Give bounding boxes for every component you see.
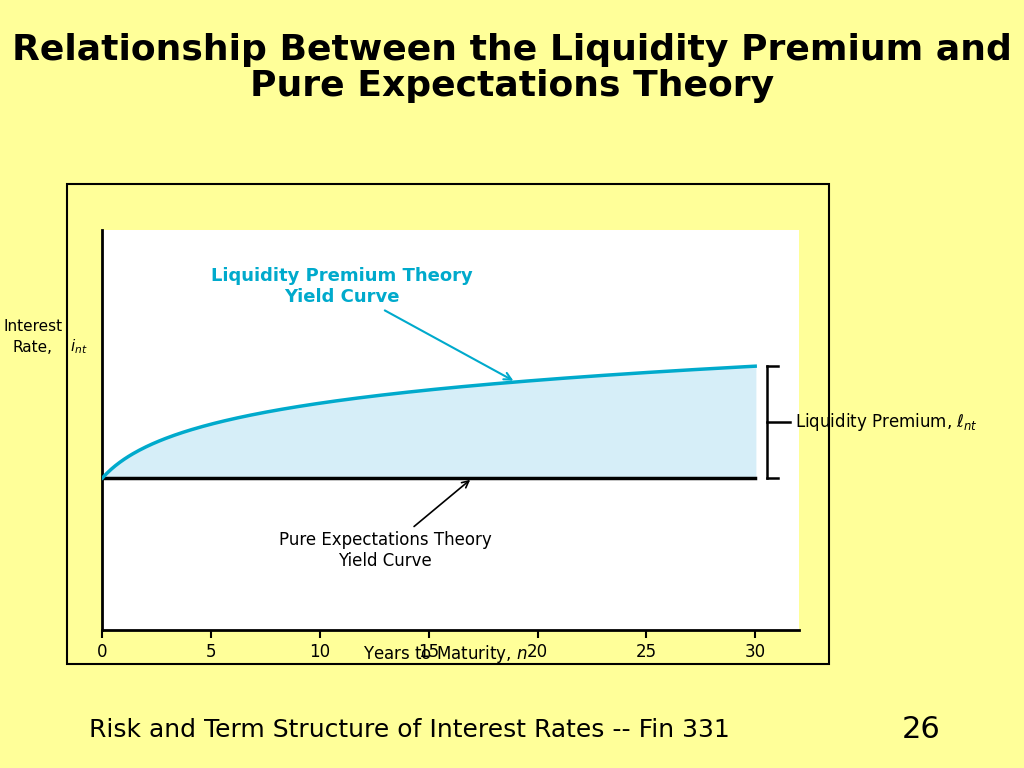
Text: Interest: Interest	[3, 319, 62, 334]
Text: Relationship Between the Liquidity Premium and: Relationship Between the Liquidity Premi…	[12, 33, 1012, 67]
Text: Years to Maturity, $n$: Years to Maturity, $n$	[364, 644, 527, 665]
Text: Risk and Term Structure of Interest Rates -- Fin 331: Risk and Term Structure of Interest Rate…	[89, 717, 730, 742]
Text: Pure Expectations Theory: Pure Expectations Theory	[250, 69, 774, 103]
Text: 26: 26	[902, 715, 941, 744]
Text: Pure Expectations Theory
Yield Curve: Pure Expectations Theory Yield Curve	[279, 481, 492, 570]
Text: Liquidity Premium, $\ell_{nt}$: Liquidity Premium, $\ell_{nt}$	[796, 411, 978, 433]
Text: Liquidity Premium Theory
Yield Curve: Liquidity Premium Theory Yield Curve	[211, 267, 511, 379]
Text: $i_{nt}$: $i_{nt}$	[70, 338, 87, 356]
Text: Rate,: Rate,	[12, 339, 53, 355]
